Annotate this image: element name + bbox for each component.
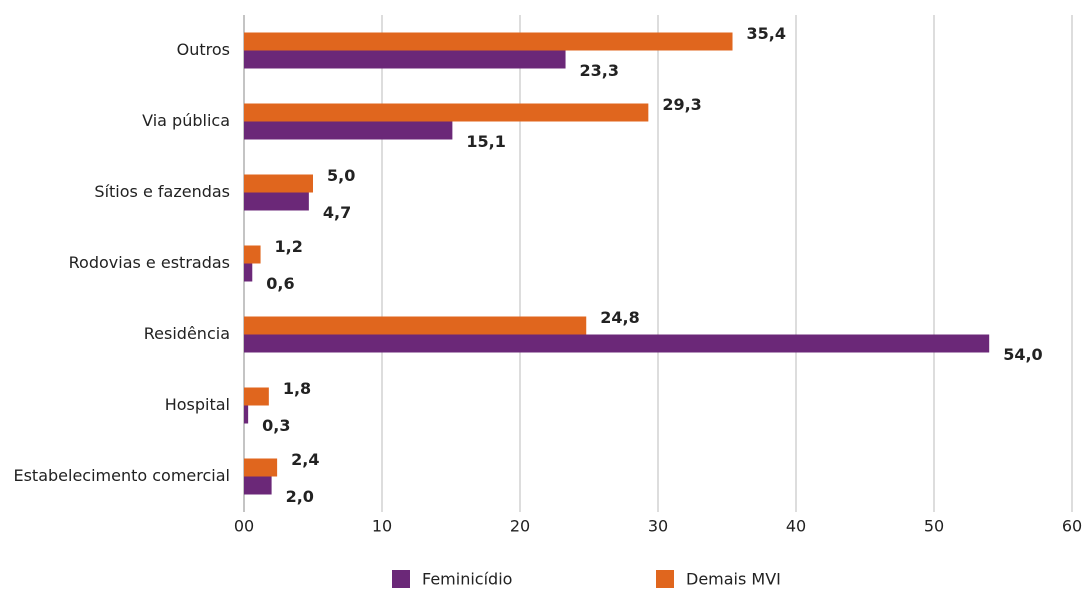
bar [244,316,587,335]
bar [244,387,269,406]
bar [244,50,566,69]
value-label: 35,4 [747,24,786,43]
bar [244,476,272,495]
value-label: 24,8 [600,308,639,327]
x-tick-label: 20 [510,517,530,536]
y-tick-label: Estabelecimento comercial [13,466,230,485]
value-label: 1,8 [283,379,311,398]
bar [244,458,278,477]
bar [244,192,309,211]
x-tick-label: 50 [924,517,944,536]
value-label: 54,0 [1003,345,1042,364]
value-label: 2,4 [291,450,319,469]
x-tick-label: 40 [786,517,806,536]
value-label: 0,3 [262,416,290,435]
y-tick-label: Sítios e fazendas [94,182,230,201]
value-label: 1,2 [275,237,303,256]
x-tick-label: 10 [372,517,392,536]
y-tick-label: Via pública [142,111,230,130]
legend-label: Feminicídio [422,570,512,589]
x-tick-label: 00 [234,517,254,536]
bar [244,32,733,51]
bar [244,245,261,264]
y-tick-label: Rodovias e estradas [69,253,230,272]
bar [244,263,253,282]
bar [244,121,453,140]
x-tick-label: 60 [1062,517,1082,536]
bar [244,405,249,424]
legend-swatch [392,570,410,588]
y-tick-label: Residência [144,324,230,343]
value-label: 29,3 [662,95,701,114]
value-label: 15,1 [466,132,505,151]
y-tick-label: Hospital [165,395,230,414]
bar [244,103,649,122]
value-label: 23,3 [580,61,619,80]
bar [244,174,313,193]
legend-swatch [656,570,674,588]
bar [244,334,990,353]
value-label: 4,7 [323,203,351,222]
legend-label: Demais MVI [686,570,781,589]
value-label: 2,0 [286,487,314,506]
x-tick-label: 30 [648,517,668,536]
value-label: 0,6 [266,274,294,293]
y-tick-label: Outros [177,40,230,59]
value-label: 5,0 [327,166,355,185]
